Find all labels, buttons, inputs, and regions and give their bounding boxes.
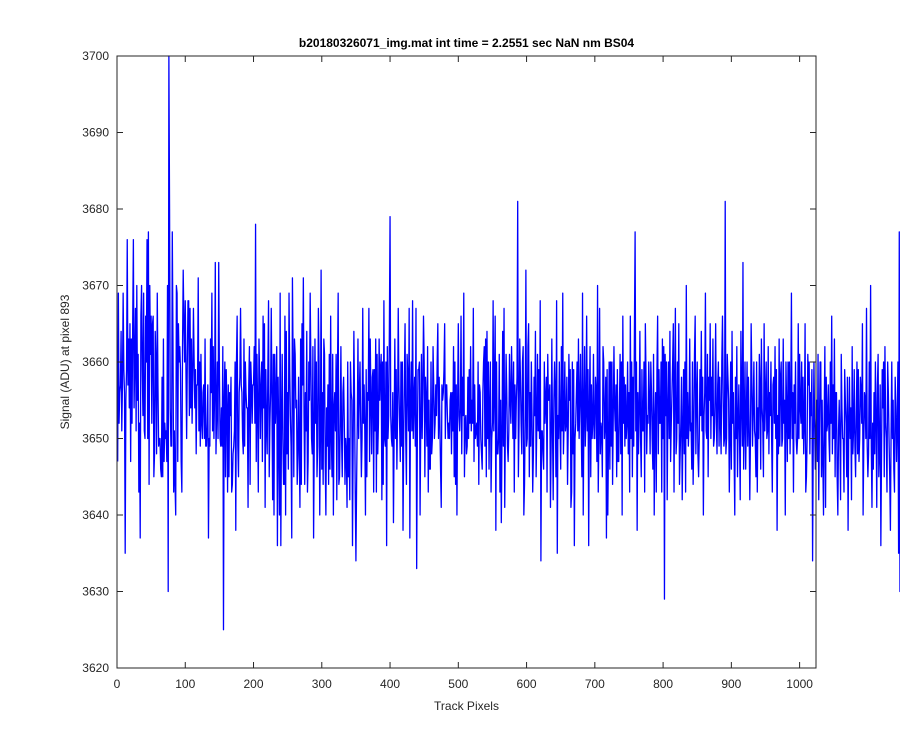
x-axis: 0 100 200 300 400 500 600 700 800 900 1000	[114, 56, 813, 691]
y-axis: 3620 3630 3640 3650 3660 3670 3680 3690 3700	[82, 49, 816, 675]
plot-area	[117, 56, 816, 668]
x-tick-label: 500	[448, 677, 468, 691]
y-tick-label: 3620	[82, 661, 109, 675]
x-axis-label: Track Pixels	[434, 699, 499, 713]
x-tick-label: 400	[380, 677, 400, 691]
y-tick-label: 3650	[82, 432, 109, 446]
y-tick-label: 3630	[82, 585, 109, 599]
x-tick-label: 300	[312, 677, 332, 691]
x-tick-label: 800	[653, 677, 673, 691]
x-tick-label: 100	[175, 677, 195, 691]
y-tick-label: 3660	[82, 355, 109, 369]
series-layer	[117, 55, 900, 631]
series-line-0	[117, 55, 900, 631]
x-tick-label: 1000	[786, 677, 813, 691]
y-tick-label: 3700	[82, 49, 109, 63]
x-tick-label: 600	[517, 677, 537, 691]
y-tick-label: 3690	[82, 126, 109, 140]
x-tick-label: 200	[244, 677, 264, 691]
x-tick-label: 700	[585, 677, 605, 691]
x-tick-label: 0	[114, 677, 121, 691]
x-tick-label: 900	[721, 677, 741, 691]
y-tick-label: 3670	[82, 279, 109, 293]
y-tick-label: 3680	[82, 202, 109, 216]
y-tick-label: 3640	[82, 508, 109, 522]
chart-title: b20180326071_img.mat int time = 2.2551 s…	[299, 36, 635, 50]
y-axis-label: Signal (ADU) at pixel 893	[58, 294, 72, 429]
